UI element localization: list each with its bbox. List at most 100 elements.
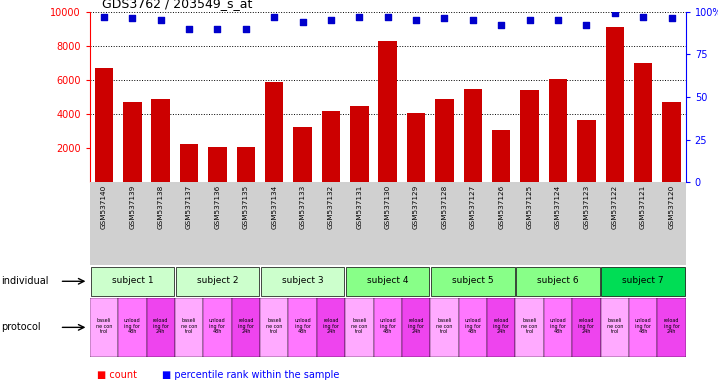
Text: GSM537133: GSM537133 <box>299 185 306 229</box>
Text: reload
ing for
24h: reload ing for 24h <box>238 318 254 334</box>
Text: reload
ing for
24h: reload ing for 24h <box>153 318 169 334</box>
Text: protocol: protocol <box>1 322 41 333</box>
Text: ■ percentile rank within the sample: ■ percentile rank within the sample <box>162 370 339 380</box>
Point <box>666 15 677 22</box>
Text: GSM537120: GSM537120 <box>668 185 674 229</box>
Text: subject 1: subject 1 <box>111 276 153 285</box>
Bar <box>373 298 402 357</box>
Bar <box>208 147 227 182</box>
Bar <box>294 127 312 182</box>
Point <box>297 19 308 25</box>
Text: subject 4: subject 4 <box>367 276 409 285</box>
Bar <box>118 298 146 357</box>
Text: subject 3: subject 3 <box>281 276 323 285</box>
Bar <box>346 266 429 296</box>
Bar <box>629 298 657 357</box>
Bar <box>95 68 113 182</box>
Bar <box>431 266 515 296</box>
Point <box>240 25 251 31</box>
Text: baseli
ne con
trol: baseli ne con trol <box>607 318 623 334</box>
Point <box>495 22 507 28</box>
Text: individual: individual <box>1 276 49 286</box>
Bar <box>407 113 425 182</box>
Point <box>638 13 649 20</box>
Text: reload
ing for
24h: reload ing for 24h <box>493 318 509 334</box>
Bar <box>516 298 544 357</box>
Point <box>325 17 337 23</box>
Point <box>98 13 110 20</box>
Text: subject 5: subject 5 <box>452 276 494 285</box>
Text: GSM537122: GSM537122 <box>612 185 617 229</box>
Text: unload
ing for
48h: unload ing for 48h <box>635 318 651 334</box>
Bar <box>492 130 510 182</box>
Bar <box>577 120 596 182</box>
Text: GSM537123: GSM537123 <box>583 185 589 229</box>
Text: GSM537129: GSM537129 <box>413 185 419 229</box>
Text: baseli
ne con
trol: baseli ne con trol <box>351 318 368 334</box>
Bar <box>180 144 198 182</box>
Text: GSM537124: GSM537124 <box>555 185 561 229</box>
Bar <box>345 298 373 357</box>
Text: unload
ing for
48h: unload ing for 48h <box>294 318 311 334</box>
Text: subject 2: subject 2 <box>197 276 238 285</box>
Bar <box>657 298 686 357</box>
Text: unload
ing for
48h: unload ing for 48h <box>209 318 226 334</box>
Text: baseli
ne con
trol: baseli ne con trol <box>437 318 452 334</box>
Bar <box>232 298 260 357</box>
Bar <box>317 298 345 357</box>
Text: unload
ing for
48h: unload ing for 48h <box>549 318 567 334</box>
Bar <box>261 266 345 296</box>
Point <box>126 15 138 22</box>
Bar <box>176 266 259 296</box>
Text: baseli
ne con
trol: baseli ne con trol <box>181 318 197 334</box>
Point <box>353 13 365 20</box>
Text: GSM537134: GSM537134 <box>271 185 277 229</box>
Text: baseli
ne con
trol: baseli ne con trol <box>95 318 112 334</box>
Bar <box>430 298 459 357</box>
Bar <box>402 298 430 357</box>
Bar <box>350 106 368 182</box>
Bar <box>289 298 317 357</box>
Text: GSM537136: GSM537136 <box>215 185 220 229</box>
Text: GSM537128: GSM537128 <box>442 185 447 229</box>
Bar <box>544 298 572 357</box>
Text: reload
ing for
24h: reload ing for 24h <box>323 318 339 334</box>
Text: GSM537140: GSM537140 <box>101 185 107 229</box>
Bar <box>175 298 203 357</box>
Bar <box>572 298 600 357</box>
Bar <box>605 27 624 182</box>
Point <box>382 13 393 20</box>
Bar <box>634 63 653 182</box>
Bar <box>516 266 600 296</box>
Point <box>609 10 620 16</box>
Text: reload
ing for
24h: reload ing for 24h <box>408 318 424 334</box>
Bar <box>265 83 284 182</box>
Point <box>467 17 479 23</box>
Bar <box>435 99 454 182</box>
Bar <box>521 90 538 182</box>
Bar <box>662 102 681 182</box>
Text: GSM537127: GSM537127 <box>470 185 476 229</box>
Bar <box>322 111 340 182</box>
Text: baseli
ne con
trol: baseli ne con trol <box>521 318 538 334</box>
Point <box>212 25 223 31</box>
Text: GSM537138: GSM537138 <box>158 185 164 229</box>
Text: GSM537131: GSM537131 <box>356 185 363 229</box>
Bar <box>203 298 232 357</box>
Point <box>269 13 280 20</box>
Text: unload
ing for
48h: unload ing for 48h <box>379 318 396 334</box>
Bar <box>487 298 516 357</box>
Text: subject 6: subject 6 <box>537 276 579 285</box>
Text: reload
ing for
24h: reload ing for 24h <box>663 318 679 334</box>
Bar <box>146 298 175 357</box>
Text: GSM537126: GSM537126 <box>498 185 504 229</box>
Text: GSM537135: GSM537135 <box>243 185 249 229</box>
Bar <box>90 266 174 296</box>
Point <box>439 15 450 22</box>
Text: ■ count: ■ count <box>97 370 137 380</box>
Text: GSM537121: GSM537121 <box>640 185 646 229</box>
Text: baseli
ne con
trol: baseli ne con trol <box>266 318 282 334</box>
Text: unload
ing for
48h: unload ing for 48h <box>124 318 141 334</box>
Bar <box>378 41 397 182</box>
Point <box>411 17 422 23</box>
